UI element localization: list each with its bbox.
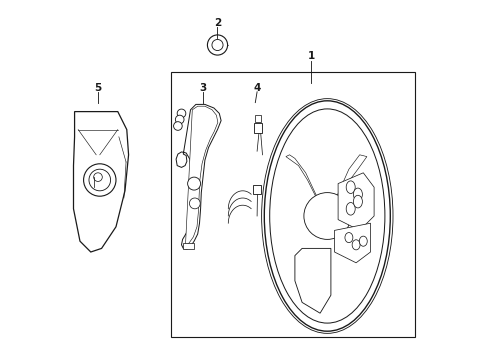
Polygon shape xyxy=(333,155,366,209)
Ellipse shape xyxy=(359,236,366,246)
Ellipse shape xyxy=(269,109,384,323)
Ellipse shape xyxy=(346,181,354,194)
Text: 5: 5 xyxy=(94,83,101,93)
Circle shape xyxy=(207,35,227,55)
Ellipse shape xyxy=(264,101,389,331)
Bar xyxy=(253,185,261,194)
Polygon shape xyxy=(294,248,330,313)
Circle shape xyxy=(83,164,116,196)
Ellipse shape xyxy=(261,99,392,333)
Polygon shape xyxy=(337,173,373,230)
Text: 1: 1 xyxy=(307,51,314,61)
Ellipse shape xyxy=(353,188,362,201)
Text: 4: 4 xyxy=(253,83,260,93)
Polygon shape xyxy=(334,223,370,263)
Circle shape xyxy=(175,115,183,124)
Ellipse shape xyxy=(353,195,362,208)
Bar xyxy=(255,115,261,122)
Polygon shape xyxy=(73,112,128,252)
Ellipse shape xyxy=(351,240,359,250)
Ellipse shape xyxy=(344,233,352,243)
Circle shape xyxy=(189,198,200,209)
Ellipse shape xyxy=(346,202,354,215)
Circle shape xyxy=(94,173,102,181)
Bar xyxy=(254,123,262,133)
Text: 3: 3 xyxy=(199,83,206,93)
Text: 2: 2 xyxy=(213,18,221,28)
Circle shape xyxy=(187,177,200,190)
Polygon shape xyxy=(185,106,218,246)
Bar xyxy=(170,72,415,337)
Circle shape xyxy=(173,122,182,130)
Polygon shape xyxy=(285,155,321,209)
Circle shape xyxy=(303,193,350,239)
Polygon shape xyxy=(176,104,221,249)
Bar xyxy=(183,243,194,249)
Circle shape xyxy=(211,40,223,50)
Circle shape xyxy=(177,109,185,118)
Circle shape xyxy=(89,169,110,191)
